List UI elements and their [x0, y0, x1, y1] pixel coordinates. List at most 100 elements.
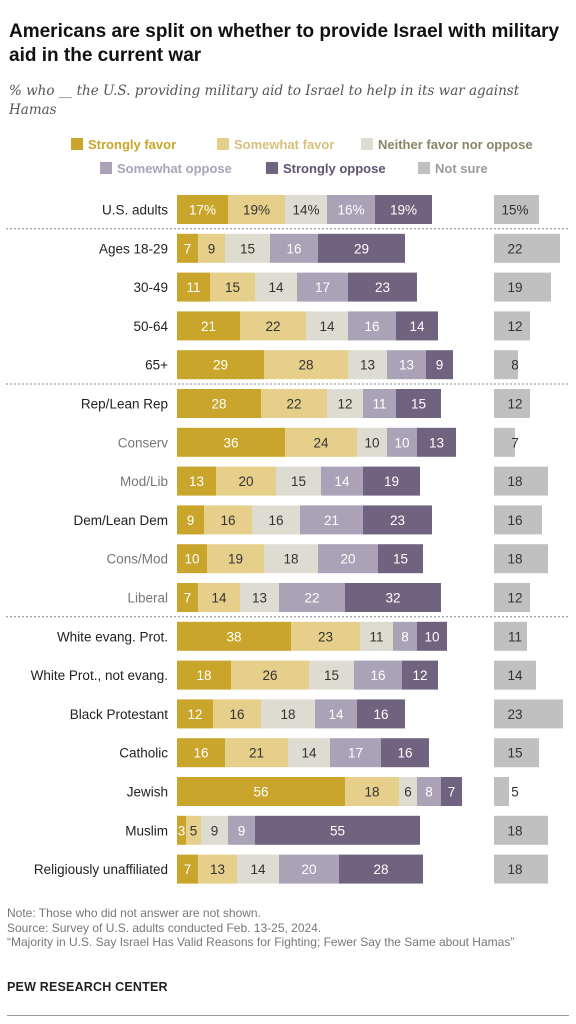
- bar-label-strongly-favor: 17%: [189, 203, 216, 218]
- bar-strongly-oppose: [396, 311, 438, 341]
- legend-swatch-strongly-favor: [71, 138, 83, 150]
- bar-label-somewhat-favor: 26: [262, 668, 277, 683]
- bar-label-not-sure: 22: [507, 241, 522, 256]
- bar-label-not-sure: 15: [507, 746, 522, 761]
- bar-label-not-sure: 12: [507, 319, 522, 334]
- row-label: Mod/Lib: [120, 474, 168, 489]
- bar-somewhat-favor: [231, 660, 309, 690]
- bar-neither: [399, 777, 417, 806]
- bar-strongly-favor: [177, 699, 213, 729]
- bar-strongly-oppose: [378, 544, 423, 574]
- bar-label-somewhat-oppose: 10: [394, 435, 409, 450]
- bar-label-neither: 10: [364, 435, 379, 450]
- bar-label-somewhat-favor: 22: [286, 397, 301, 412]
- bar-neither: [288, 738, 330, 768]
- bar-strongly-oppose: [339, 854, 423, 884]
- bar-not-sure: [494, 815, 548, 845]
- bar-label-neither: 18: [283, 552, 298, 567]
- bar-label-strongly-oppose: 13: [429, 435, 444, 450]
- bar-not-sure: [494, 621, 527, 651]
- pew-brand: PEW RESEARCH CENTER: [7, 980, 168, 994]
- bar-label-strongly-oppose: 16: [397, 746, 412, 761]
- legend-swatch-not-sure: [418, 162, 430, 174]
- bar-somewhat-favor: [345, 777, 399, 806]
- bar-label-somewhat-favor: 5: [190, 823, 198, 838]
- bar-label-strongly-oppose: 28: [373, 862, 388, 877]
- bar-label-strongly-favor: 29: [213, 358, 228, 373]
- bar-not-sure: [494, 505, 542, 535]
- legend-swatch-somewhat-favor: [217, 138, 229, 150]
- legend: Strongly favor Somewhat favor Neither fa…: [0, 135, 576, 185]
- bar-label-neither: 15: [291, 474, 306, 489]
- bar-somewhat-favor: [216, 466, 276, 496]
- bar-label-neither: 15: [240, 241, 255, 256]
- bar-not-sure: [494, 427, 515, 457]
- bar-strongly-favor: [177, 505, 204, 535]
- bar-label-strongly-oppose: 19: [384, 474, 399, 489]
- bar-strongly-oppose: [396, 389, 441, 418]
- chart-title: Americans are split on whether to provid…: [9, 21, 560, 66]
- bar-somewhat-oppose: [417, 777, 441, 806]
- bar-not-sure: [494, 738, 539, 768]
- bar-somewhat-favor: [225, 738, 288, 768]
- bar-label-somewhat-oppose: 16: [364, 319, 379, 334]
- bar-label-strongly-oppose: 16: [373, 707, 388, 722]
- row-label: Muslim: [125, 823, 168, 838]
- bar-neither: [306, 311, 348, 341]
- bar-label-strongly-oppose: 14: [409, 319, 425, 334]
- bar-not-sure: [494, 583, 530, 612]
- bar-strongly-oppose: [255, 815, 420, 845]
- bar-label-not-sure: 5: [511, 785, 519, 800]
- bar-neither: [237, 854, 279, 884]
- bar-neither: [225, 233, 270, 263]
- bar-label-not-sure: 11: [508, 629, 522, 644]
- bar-label-somewhat-oppose: 13: [399, 358, 414, 373]
- bar-strongly-favor: [177, 233, 198, 263]
- bar-not-sure: [494, 389, 530, 418]
- bar-label-somewhat-favor: 19%: [243, 203, 270, 218]
- bar-neither: [360, 621, 393, 651]
- bar-somewhat-favor: [186, 815, 201, 845]
- bar-label-strongly-oppose: 32: [385, 591, 400, 606]
- bar-strongly-oppose: [417, 621, 447, 651]
- row-label: Dem/Lean Dem: [73, 513, 168, 528]
- bar-label-neither: 14%: [292, 203, 319, 218]
- bar-label-strongly-favor: 11: [186, 280, 200, 295]
- bar-somewhat-favor: [228, 195, 285, 224]
- bar-label-strongly-oppose: 12: [412, 668, 427, 683]
- bar-neither: [357, 427, 387, 457]
- bar-label-neither: 14: [319, 319, 335, 334]
- bar-label-not-sure: 12: [507, 591, 522, 606]
- bar-label-somewhat-oppose: 17: [315, 280, 330, 295]
- bar-somewhat-oppose: [279, 854, 339, 884]
- bar-neither: [264, 544, 318, 574]
- bottom-divider: [7, 1015, 569, 1016]
- bar-label-neither: 11: [369, 629, 383, 644]
- bar-label-not-sure: 18: [507, 474, 522, 489]
- bar-label-somewhat-favor: 16: [220, 513, 235, 528]
- bar-strongly-favor: [177, 777, 345, 806]
- bar-label-strongly-oppose: 23: [375, 280, 390, 295]
- bar-neither: [276, 466, 321, 496]
- row-label: Religiously unaffiliated: [34, 862, 168, 877]
- bar-label-not-sure: 14: [507, 668, 523, 683]
- bar-label-not-sure: 23: [507, 707, 522, 722]
- bar-strongly-favor: [177, 350, 264, 380]
- legend-neither: Neither favor nor oppose: [361, 137, 533, 152]
- bar-label-strongly-oppose: 55: [330, 823, 345, 838]
- row-label: 30-49: [133, 280, 168, 295]
- legend-label-strongly-favor: Strongly favor: [88, 137, 177, 152]
- bar-not-sure: [494, 660, 536, 690]
- bar-label-strongly-favor: 7: [184, 591, 192, 606]
- bar-strongly-oppose: [363, 466, 420, 496]
- bar-label-strongly-favor: 28: [211, 397, 226, 412]
- bar-label-neither: 12: [337, 397, 352, 412]
- bar-somewhat-oppose: [315, 699, 357, 729]
- bar-somewhat-favor: [264, 350, 348, 380]
- row-label: Black Protestant: [70, 707, 169, 722]
- footnotes: Note: Those who did not answer are not s…: [7, 906, 567, 950]
- bar-label-somewhat-favor: 14: [211, 591, 227, 606]
- bar-strongly-favor: [177, 660, 231, 690]
- bar-label-neither: 15: [324, 668, 339, 683]
- bar-label-strongly-oppose: 19%: [390, 203, 417, 218]
